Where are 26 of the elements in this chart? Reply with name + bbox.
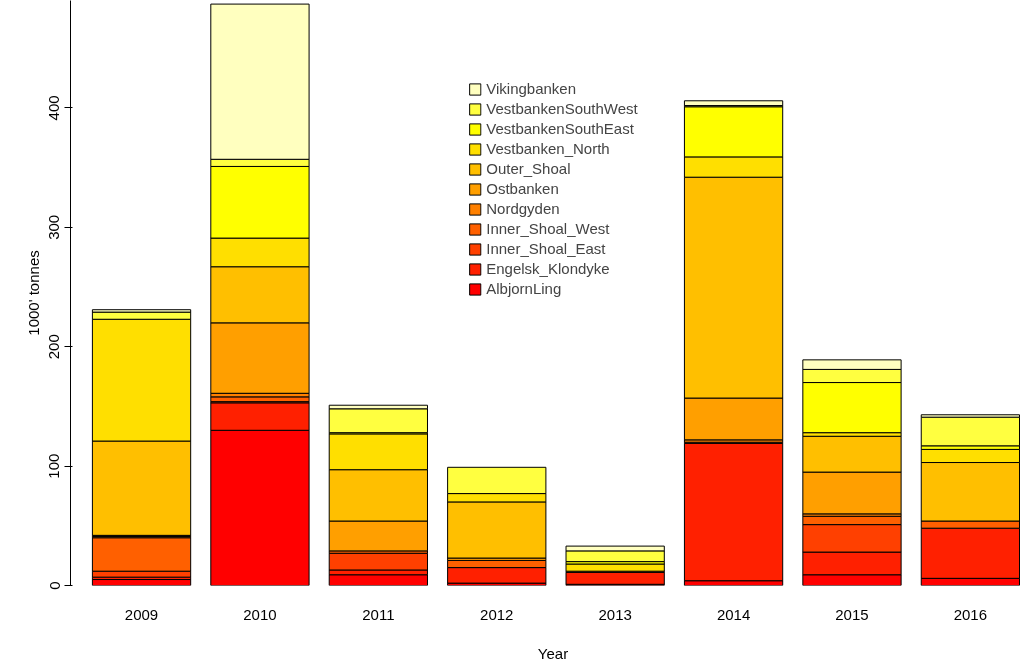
legend-label: Engelsk_Klondyke bbox=[486, 260, 610, 277]
x-tick-label: 2011 bbox=[362, 605, 395, 623]
y-tick-label: 200 bbox=[45, 334, 63, 360]
x-tick-label: 2010 bbox=[243, 605, 277, 623]
x-axis-title: Year bbox=[537, 644, 569, 662]
y-tick-label: 400 bbox=[45, 95, 63, 121]
legend-label: VestbankenSouthWest bbox=[486, 100, 638, 117]
x-tick-label: 2015 bbox=[835, 605, 869, 623]
x-tick-label: 2014 bbox=[716, 605, 751, 623]
x-tick-label: 2013 bbox=[598, 605, 632, 623]
y-tick-label: 300 bbox=[45, 214, 63, 240]
y-axis-title: 1000' tonnes bbox=[24, 250, 42, 336]
x-tick-label: 2012 bbox=[480, 605, 514, 623]
legend-label: VestbankenSouthEast bbox=[486, 120, 634, 137]
legend-label: Nordgyden bbox=[486, 200, 560, 217]
x-tick-label: 2009 bbox=[124, 605, 159, 623]
y-tick-label: 100 bbox=[45, 453, 63, 479]
y-tick-label: 0 bbox=[45, 581, 63, 590]
x-tick-label: 2016 bbox=[953, 605, 988, 623]
legend-label: Vestbanken_North bbox=[486, 140, 610, 157]
legend-label: AlbjornLing bbox=[486, 280, 562, 297]
legend-label: Ostbanken bbox=[486, 180, 559, 197]
legend-label: Inner_Shoal_West bbox=[486, 220, 610, 237]
legend-label: Inner_Shoal_East bbox=[486, 240, 606, 257]
legend-label: Outer_Shoal bbox=[486, 160, 571, 177]
legend-label: Vikingbanken bbox=[486, 80, 577, 97]
